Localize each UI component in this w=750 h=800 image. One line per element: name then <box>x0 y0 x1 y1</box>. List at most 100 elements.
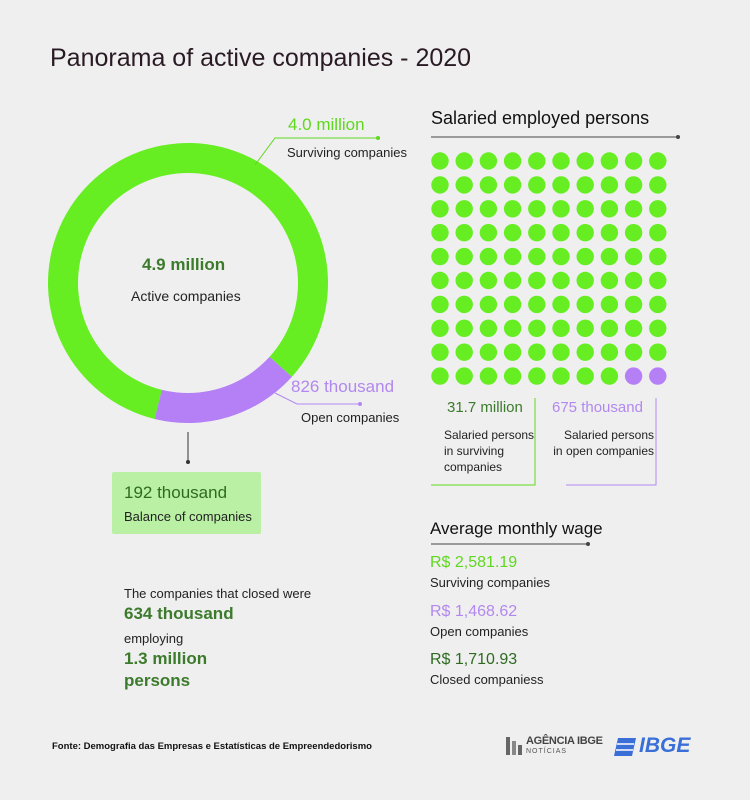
waffle-dot-surviving <box>552 176 570 194</box>
waffle-dot-surviving <box>431 200 449 218</box>
waffle-dot-surviving <box>479 367 498 385</box>
waffle-dot-surviving <box>576 343 594 361</box>
waffle-dot-surviving <box>600 176 619 194</box>
agencia-logo-icon <box>506 737 522 755</box>
wage-surviving-value: R$ 2,581.19 <box>430 554 518 571</box>
waffle-dot-surviving <box>576 176 594 194</box>
waffle-dot-surviving <box>576 224 594 242</box>
waffle-dot-surviving <box>479 271 498 290</box>
waffle-dot-surviving <box>528 224 546 242</box>
wage-surviving-label: Surviving companies <box>430 575 550 590</box>
waffle-dot-surviving <box>624 224 643 242</box>
open-bracket <box>566 398 657 486</box>
employed-heading: Salaried employed persons <box>431 108 650 128</box>
waffle-dot-surviving <box>503 367 522 385</box>
waffle-surviving-label-2: in surviving <box>444 444 505 458</box>
waffle-dot-surviving <box>479 200 498 218</box>
waffle-dot-surviving <box>528 271 546 290</box>
balance-label: Balance of companies <box>124 509 252 524</box>
waffle-dot-surviving <box>649 271 667 290</box>
waffle-dot-surviving <box>649 343 667 361</box>
waffle-dot-surviving <box>431 295 449 314</box>
waffle-dot-surviving <box>576 367 594 385</box>
waffle-dot-surviving <box>649 176 667 194</box>
waffle-dot-surviving <box>649 247 667 266</box>
waffle-dot-surviving <box>455 152 473 170</box>
waffle-dot-surviving <box>479 247 498 266</box>
waffle-dot-open <box>624 367 643 385</box>
agencia-ibge-logo: AGÊNCIA IBGE NOTÍCIAS <box>504 734 604 760</box>
waffle-dot-surviving <box>455 224 473 242</box>
waffle-dot-surviving <box>503 247 522 266</box>
waffle-dot-surviving <box>649 152 667 170</box>
waffle-dot-surviving <box>528 295 546 314</box>
ibge-logo: IBGE <box>612 734 704 760</box>
waffle-open-label-1: Salaried persons <box>563 428 654 442</box>
waffle-dot-surviving <box>479 343 498 361</box>
waffle-dot-surviving <box>528 176 546 194</box>
waffle-dot-surviving <box>503 319 522 337</box>
surviving-leader-dot <box>376 136 380 140</box>
waffle-dot-surviving <box>649 295 667 314</box>
open-leader-dot <box>358 402 362 406</box>
waffle-dot-surviving <box>600 319 619 337</box>
waffle-dot-surviving <box>479 224 498 242</box>
waffle-dot-surviving <box>455 319 473 337</box>
waffle-dot-surviving <box>600 271 619 290</box>
ibge-logo-icon <box>614 738 636 756</box>
waffle-dot-surviving <box>479 295 498 314</box>
waffle-dot-open <box>649 367 667 385</box>
waffle-dot-surviving <box>552 247 570 266</box>
closed-value2: 1.3 million <box>124 649 208 668</box>
waffle-dot-surviving <box>479 152 498 170</box>
waffle-dot-surviving <box>455 200 473 218</box>
waffle-dot-surviving <box>455 367 473 385</box>
waffle-dot-surviving <box>431 152 449 170</box>
waffle-dot-surviving <box>431 224 449 242</box>
source-note: Fonte: Demografia das Empresas e Estatís… <box>52 741 372 752</box>
closed-line3: persons <box>124 671 191 690</box>
surviving-leader-line <box>254 137 378 166</box>
waffle-dot-surviving <box>552 224 570 242</box>
waffle-dot-surviving <box>552 200 570 218</box>
waffle-dot-surviving <box>576 319 594 337</box>
waffle-dot-surviving <box>528 247 546 266</box>
waffle-dot-surviving <box>624 200 643 218</box>
waffle-dot-surviving <box>624 271 643 290</box>
waffle-dot-surviving <box>479 319 498 337</box>
waffle-dot-surviving <box>600 247 619 266</box>
waffle-dot-surviving <box>600 224 619 242</box>
open-label: Open companies <box>301 410 400 425</box>
waffle-dot-surviving <box>576 247 594 266</box>
waffle-dot-surviving <box>431 247 449 266</box>
waffle-dot-surviving <box>552 152 570 170</box>
waffle-dot-surviving <box>552 271 570 290</box>
waffle-dot-surviving <box>600 295 619 314</box>
waffle-dot-surviving <box>649 224 667 242</box>
waffle-surviving-label: Salaried persons in surviving companies <box>444 427 534 475</box>
waffle-dot-surviving <box>624 343 643 361</box>
waffle-dot-surviving <box>503 295 522 314</box>
waffle-dot-surviving <box>576 271 594 290</box>
waffle-dot-surviving <box>552 367 570 385</box>
waffle-open-label: Salaried persons in open companies <box>550 427 654 459</box>
surviving-label: Surviving companies <box>287 145 407 160</box>
wage-closed-label: Closed companiess <box>430 672 544 687</box>
waffle-dot-surviving <box>431 176 449 194</box>
balance-value: 192 thousand <box>124 483 228 502</box>
waffle-dot-surviving <box>649 200 667 218</box>
waffle-dot-surviving <box>503 200 522 218</box>
waffle-dot-surviving <box>479 176 498 194</box>
closed-value1: 634 thousand <box>124 604 234 623</box>
agencia-logo-text-2: NOTÍCIAS <box>526 748 568 755</box>
wage-heading: Average monthly wage <box>430 519 603 538</box>
surviving-bracket <box>431 398 536 486</box>
page-title: Panorama of active companies - 2020 <box>50 44 472 72</box>
waffle-dot-surviving <box>455 295 473 314</box>
open-value: 826 thousand <box>291 377 395 396</box>
waffle-dot-surviving <box>600 367 619 385</box>
waffle-dot-surviving <box>624 152 643 170</box>
waffle-dot-surviving <box>552 295 570 314</box>
waffle-dot-surviving <box>455 176 473 194</box>
